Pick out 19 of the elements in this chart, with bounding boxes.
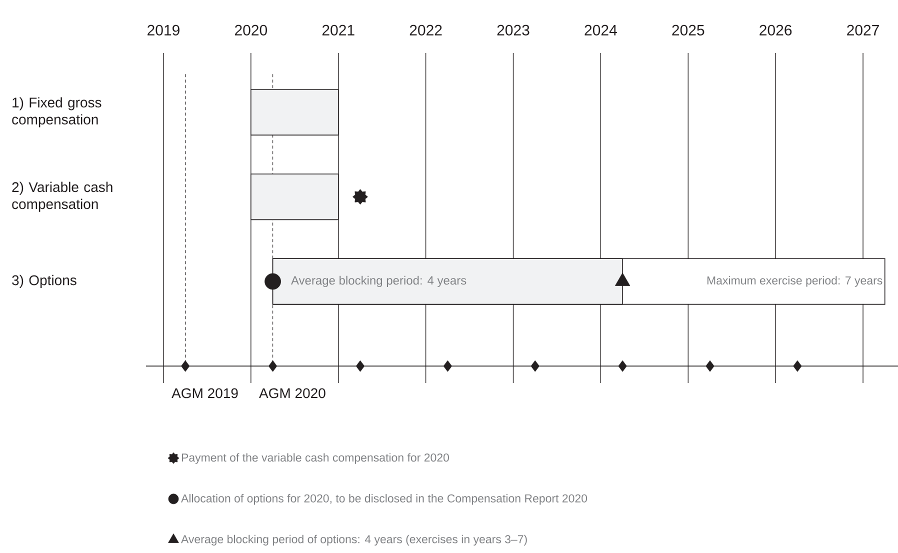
y-tick-label: 3) Options <box>12 274 76 288</box>
data-label: Maximum exercise period: 7 years <box>707 276 882 287</box>
x-tick-label: 2022 <box>410 24 442 36</box>
ref-line-label: AGM 2019 <box>172 388 238 398</box>
y-tick-label: 2) Variable cash compensation <box>12 182 112 212</box>
ref-line-label: AGM 2020 <box>259 388 326 398</box>
x-tick-label: 2027 <box>847 24 879 36</box>
x-tick-label: 2023 <box>497 24 530 36</box>
x-tick-label: 2020 <box>235 24 268 36</box>
y-tick-label: 1) Fixed gross compensation <box>12 97 102 128</box>
x-tick-label: 2024 <box>584 24 617 36</box>
x-tick-label: 2019 <box>148 24 180 36</box>
legend-label: Average blocking period of options: 4 years (exercises in years 3–7) <box>181 534 527 546</box>
legend-label: Allocation of options for 2020, to be disclosed in the Compensation Report 2020 <box>181 494 588 505</box>
legend-label: Payment of the variable cash compensation for 2020 <box>182 453 449 464</box>
x-tick-label: 2021 <box>322 24 354 36</box>
x-tick-label: 2025 <box>672 24 704 36</box>
x-tick-label: 2026 <box>760 24 792 36</box>
data-label: Average blocking period: 4 years <box>291 276 466 288</box>
